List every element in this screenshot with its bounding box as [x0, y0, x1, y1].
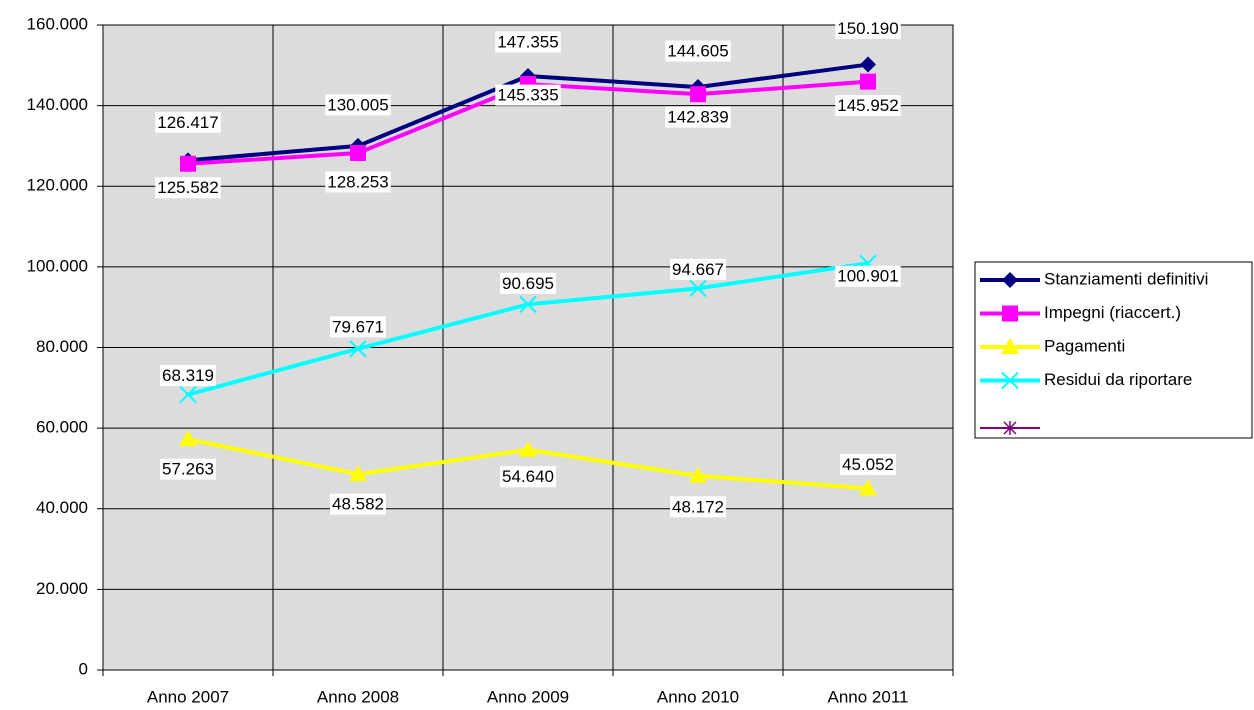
marker	[349, 465, 367, 482]
y-tick-label: 160.000	[27, 14, 88, 33]
marker	[859, 479, 877, 496]
legend-marker	[1001, 371, 1019, 390]
data-label-bg	[330, 493, 386, 515]
data-label: 48.582	[332, 495, 384, 514]
legend-label: Residui da riportare	[1044, 370, 1192, 389]
data-label: 126.417	[157, 113, 218, 132]
y-tick-label: 20.000	[36, 579, 88, 598]
data-label: 94.667	[672, 260, 724, 279]
y-tick-label: 60.000	[36, 418, 88, 437]
data-label-bg	[500, 466, 556, 488]
data-label: 90.695	[502, 274, 554, 293]
data-label-bg	[835, 18, 901, 40]
data-label: 142.839	[667, 108, 728, 127]
data-label: 128.253	[327, 172, 388, 191]
data-label-bg	[665, 40, 731, 62]
data-label: 145.952	[837, 96, 898, 115]
data-label: 100.901	[837, 267, 898, 286]
data-label: 68.319	[162, 366, 214, 385]
marker	[349, 340, 367, 358]
data-label-bg	[665, 106, 731, 128]
legend-marker	[1003, 421, 1017, 435]
data-label: 130.005	[327, 95, 388, 114]
marker	[689, 279, 707, 298]
x-tick-label: Anno 2008	[317, 687, 399, 706]
y-tick-label: 0	[79, 659, 88, 678]
y-tick-label: 80.000	[36, 337, 88, 356]
marker	[180, 155, 196, 172]
data-label: 45.052	[842, 455, 894, 474]
x-tick-label: Anno 2009	[487, 687, 569, 706]
marker	[689, 466, 707, 483]
marker	[179, 430, 197, 447]
legend-label: Pagamenti	[1044, 336, 1125, 355]
legend-empty-entry	[980, 421, 1040, 435]
data-label-bg	[840, 453, 896, 475]
data-label: 48.172	[672, 497, 724, 516]
y-tick-label: 100.000	[27, 256, 88, 275]
data-label-bg	[835, 95, 901, 117]
legend-marker	[1002, 272, 1018, 288]
data-label-bg	[160, 365, 216, 387]
data-label-bg	[670, 258, 726, 280]
y-tick-label: 140.000	[27, 95, 88, 114]
data-label-bg	[330, 316, 386, 338]
legend-label: Stanziamenti definitivi	[1044, 269, 1208, 288]
data-label: 57.263	[162, 460, 214, 479]
marker	[350, 144, 366, 161]
data-label-bg	[325, 171, 391, 193]
data-label-bg	[835, 265, 901, 287]
data-label-bg	[495, 84, 561, 106]
marker	[690, 86, 706, 103]
data-label-bg	[670, 496, 726, 518]
marker	[860, 56, 876, 73]
legend-marker	[1001, 338, 1019, 354]
data-label: 145.335	[497, 86, 558, 105]
plot-border	[102, 24, 954, 671]
data-label-bg	[155, 177, 221, 199]
y-tick-label: 40.000	[36, 498, 88, 517]
x-tick-label: Anno 2010	[657, 687, 739, 706]
y-tick-label: 120.000	[27, 176, 88, 195]
data-label-bg	[325, 94, 391, 116]
data-label-bg	[495, 31, 561, 53]
data-label: 150.190	[837, 19, 898, 38]
x-tick-label: Anno 2011	[828, 687, 909, 706]
marker	[519, 440, 537, 457]
data-label-bg	[500, 272, 556, 294]
legend-box	[974, 261, 1253, 439]
marker	[860, 73, 876, 90]
marker	[519, 295, 537, 314]
data-label: 79.671	[332, 317, 384, 336]
legend-label: Impegni (riaccert.)	[1044, 303, 1181, 322]
data-label-bg	[160, 458, 216, 480]
data-label: 147.355	[497, 32, 558, 51]
data-label: 125.582	[157, 178, 218, 197]
legend-marker	[1002, 305, 1018, 322]
data-label-bg	[155, 111, 221, 133]
data-label: 54.640	[502, 467, 554, 486]
x-tick-label: Anno 2007	[147, 687, 229, 706]
marker	[179, 385, 197, 404]
data-label: 144.605	[667, 42, 728, 61]
